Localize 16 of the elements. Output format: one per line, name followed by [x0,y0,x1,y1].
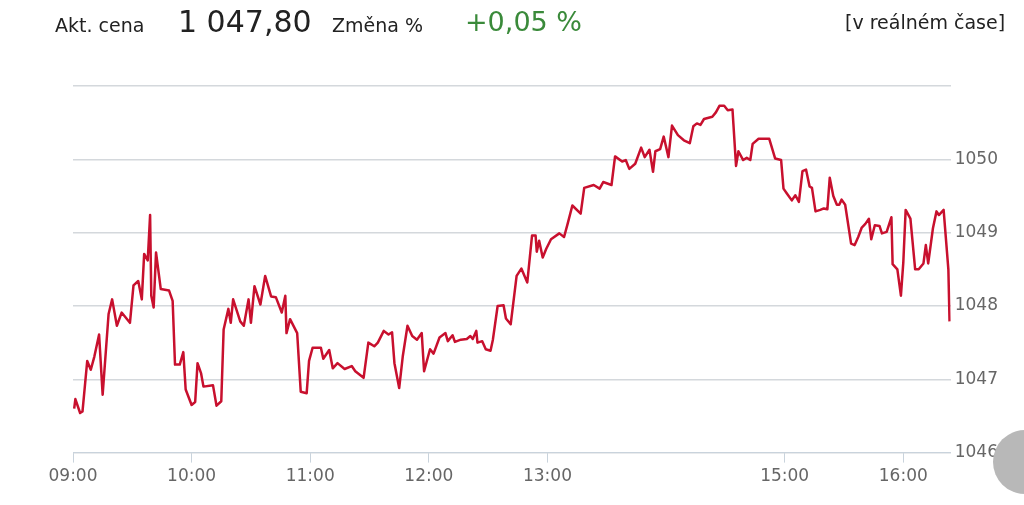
x-tick-label: 12:00 [404,465,454,486]
y-tick-label: 1047 [954,367,998,388]
x-tick-label: 10:00 [167,465,217,486]
y-tick-label: 1049 [954,221,998,242]
text: +0,05 % [465,6,582,37]
y-tick-label: 1048 [954,294,998,315]
y-tick-label: 1050 [954,147,998,168]
text: 1 047,80 [178,4,312,39]
text: [v reálném čase] [845,11,1006,33]
x-tick-label: 15:00 [760,465,810,486]
x-tick-label: 09:00 [48,465,98,486]
x-tick-label: 16:00 [878,465,928,486]
text: Akt. cena [55,14,145,36]
x-tick-label: 13:00 [522,465,572,486]
x-tick-label: 11:00 [285,465,335,486]
text: Změna % [332,14,423,36]
